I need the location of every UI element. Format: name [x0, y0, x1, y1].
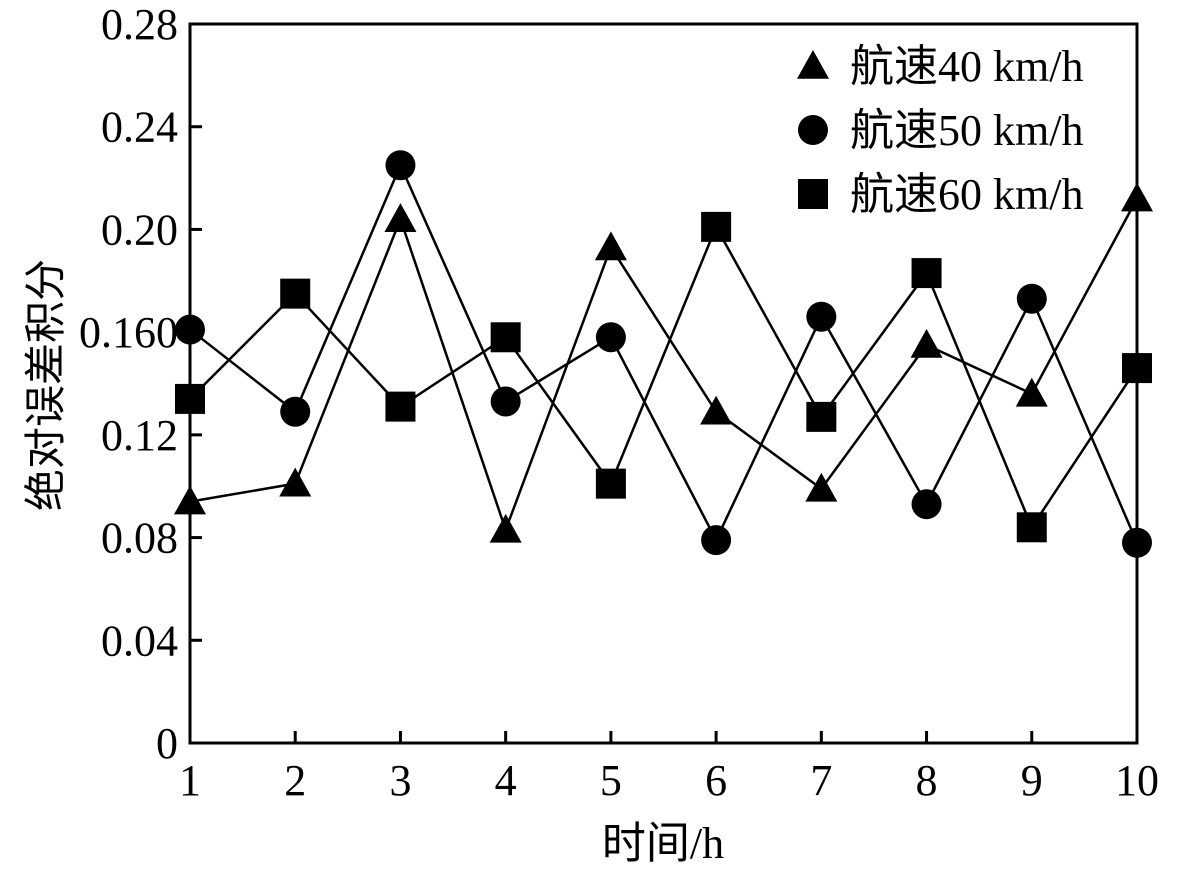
- data-point-circle: [911, 489, 942, 520]
- data-point-square: [1016, 512, 1047, 543]
- x-tick-label: 9: [1021, 756, 1043, 805]
- data-point-square: [490, 322, 521, 353]
- legend-marker-square: [798, 179, 828, 209]
- data-point-square: [701, 211, 732, 242]
- data-point-square: [175, 383, 205, 414]
- series-square: [175, 211, 1152, 543]
- y-tick-label: 0.12: [101, 411, 178, 460]
- data-point-circle: [806, 301, 837, 332]
- legend-entry: 航速40 km/h: [797, 42, 1083, 91]
- data-point-triangle: [700, 395, 733, 425]
- data-point-triangle: [1015, 377, 1048, 407]
- legend-entry: 航速50 km/h: [798, 106, 1083, 155]
- data-point-circle: [595, 322, 626, 353]
- x-tick-label: 1: [179, 756, 201, 805]
- legend-label: 航速60 km/h: [850, 170, 1083, 219]
- y-tick-label: 0.160: [79, 308, 178, 357]
- data-point-square: [280, 278, 311, 309]
- legend-marker-triangle: [797, 50, 829, 79]
- series: [174, 150, 1153, 558]
- data-point-circle: [280, 396, 311, 427]
- y-tick-label: 0.20: [101, 205, 178, 254]
- series-line: [189, 198, 1139, 534]
- data-point-circle: [490, 386, 521, 417]
- y-tick-label: 0: [156, 719, 178, 768]
- y-axis-label: 绝对误差积分: [23, 259, 70, 511]
- plot-frame: [188, 22, 1139, 745]
- axes: [188, 22, 1139, 745]
- data-point-square: [1122, 353, 1152, 384]
- data-point-circle: [175, 314, 205, 345]
- data-point-triangle: [910, 328, 943, 358]
- data-point-triangle: [1121, 182, 1153, 212]
- series-line: [189, 223, 1139, 530]
- data-point-square: [911, 258, 942, 289]
- y-tick-label: 0.24: [101, 103, 178, 152]
- data-point-square: [385, 391, 416, 422]
- y-tick-label: 0.08: [101, 514, 178, 563]
- data-point-circle: [701, 525, 732, 556]
- x-tick-label: 8: [916, 756, 938, 805]
- data-point-square: [595, 468, 626, 499]
- x-tick-label: 6: [705, 756, 727, 805]
- x-tick-label: 3: [389, 756, 411, 805]
- data-point-triangle: [594, 231, 627, 261]
- series-triangle: [174, 182, 1153, 543]
- x-tick-label: 2: [284, 756, 306, 805]
- data-point-circle: [385, 150, 416, 181]
- data-point-triangle: [174, 485, 206, 515]
- y-tick-label: 0.04: [101, 616, 178, 665]
- y-tick-label: 0.28: [101, 0, 178, 49]
- data-point-circle: [1122, 527, 1152, 558]
- x-tick-label: 7: [810, 756, 832, 805]
- legend-label: 航速50 km/h: [850, 106, 1083, 155]
- legend-marker-circle: [798, 115, 828, 145]
- x-axis-label: 时间/h: [602, 819, 724, 868]
- legend-entry: 航速60 km/h: [798, 170, 1083, 219]
- data-point-circle: [1016, 283, 1047, 314]
- legend-label: 航速40 km/h: [850, 42, 1083, 91]
- data-point-triangle: [384, 203, 417, 232]
- legend: 航速40 km/h 航速50 km/h 航速60 km/h: [797, 42, 1083, 219]
- ticks: 0 0.04 0.08 0.12 0.160 0.20 0.24 0.28 1 2 3 4 5 6 7 8 9 1…: [79, 0, 1159, 805]
- data-point-square: [806, 401, 837, 432]
- x-tick-label: 4: [495, 756, 517, 805]
- data-point-triangle: [489, 513, 522, 543]
- x-tick-label: 10: [1115, 756, 1159, 805]
- x-tick-label: 5: [600, 756, 622, 805]
- data-point-triangle: [805, 472, 838, 502]
- data-point-triangle: [279, 467, 312, 497]
